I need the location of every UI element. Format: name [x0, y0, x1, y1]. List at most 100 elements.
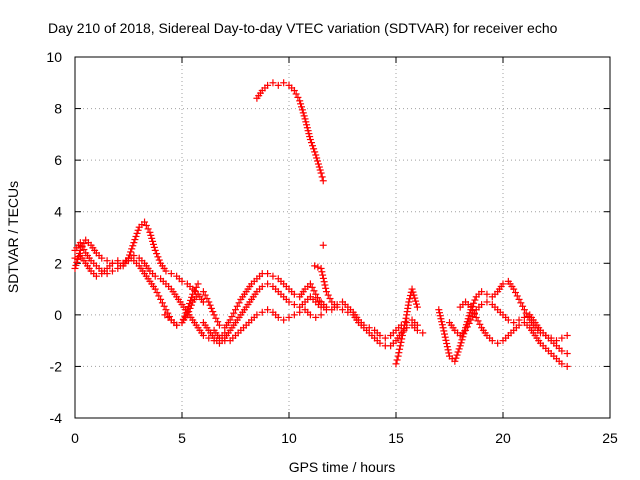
data-point [313, 154, 321, 162]
data-point [201, 291, 209, 299]
data-point [153, 250, 161, 258]
data-point [296, 308, 304, 316]
y-tick-label: 2 [54, 255, 62, 271]
x-tick-label: 20 [495, 430, 511, 446]
data-point [186, 304, 194, 312]
data-point [167, 270, 175, 278]
series-track [210, 306, 325, 345]
y-tick-label: -4 [50, 410, 63, 426]
data-point [131, 236, 139, 244]
series-track [317, 298, 421, 342]
data-point [212, 314, 220, 322]
data-point [441, 333, 449, 341]
data-point [269, 79, 277, 87]
data-point [393, 356, 401, 364]
data-point [185, 308, 193, 316]
data-point [499, 280, 507, 288]
data-point [305, 130, 313, 138]
data-point [522, 309, 530, 317]
data-point [319, 271, 327, 279]
data-point [400, 325, 408, 333]
x-tick-label: 25 [602, 430, 618, 446]
data-point [253, 311, 261, 319]
data-point [160, 302, 168, 310]
data-point [183, 311, 191, 319]
data-point [103, 257, 111, 265]
series-track [446, 298, 571, 358]
data-point [210, 311, 218, 319]
data-point [381, 334, 389, 342]
data-point [206, 301, 214, 309]
data-point [398, 335, 406, 343]
data-point [519, 302, 527, 310]
data-point [317, 264, 325, 272]
data-point [478, 288, 486, 296]
data-point [215, 321, 223, 329]
data-point [314, 157, 322, 165]
series-track [311, 262, 427, 350]
data-point [515, 321, 523, 329]
data-point [470, 299, 478, 307]
data-point [419, 329, 427, 337]
data-point [209, 308, 217, 316]
data-point [437, 315, 445, 323]
data-point [127, 248, 135, 256]
data-point [322, 284, 330, 292]
data-point [297, 103, 305, 111]
data-point [162, 306, 170, 314]
data-point [435, 306, 443, 314]
data-point [142, 221, 150, 229]
data-point [205, 298, 213, 306]
data-point [264, 270, 272, 278]
data-point [280, 79, 288, 87]
data-point [317, 311, 325, 319]
data-point [465, 312, 473, 320]
data-point [190, 287, 198, 295]
data-point [166, 313, 174, 321]
data-point [471, 296, 479, 304]
data-point [483, 298, 491, 306]
data-point [365, 324, 373, 332]
series-track [71, 218, 207, 306]
data-point [476, 320, 484, 328]
data-point [194, 290, 202, 298]
data-point [292, 90, 300, 98]
data-point [302, 118, 310, 126]
data-point [360, 321, 368, 329]
data-point [312, 151, 320, 159]
data-point [298, 106, 306, 114]
data-point [207, 304, 215, 312]
data-point [264, 280, 272, 288]
data-point [315, 297, 323, 305]
data-point [478, 301, 486, 309]
chart-title: Day 210 of 2018, Sidereal Day-to-day VTE… [48, 20, 558, 36]
data-point [125, 254, 132, 262]
data-point [396, 345, 404, 353]
data-point [319, 274, 327, 282]
data-point [314, 294, 322, 302]
data-point [322, 303, 330, 311]
data-point [515, 295, 523, 303]
data-point [333, 301, 341, 309]
data-point [558, 334, 566, 342]
data-point [398, 331, 406, 339]
data-point [294, 93, 302, 101]
data-point [214, 318, 222, 326]
data-point [319, 241, 327, 249]
data-point [438, 321, 446, 329]
data-point [264, 306, 272, 314]
x-axis-label: GPS time / hours [289, 459, 396, 475]
data-point [453, 351, 461, 359]
data-point [158, 299, 166, 307]
data-point [510, 319, 518, 327]
data-point [149, 237, 157, 245]
data-point [524, 313, 532, 321]
data-point [319, 177, 327, 185]
data-point [146, 228, 154, 236]
data-point [316, 166, 324, 174]
data-point [440, 327, 448, 335]
data-point [129, 242, 137, 250]
data-point [401, 318, 409, 326]
data-point [151, 246, 159, 254]
